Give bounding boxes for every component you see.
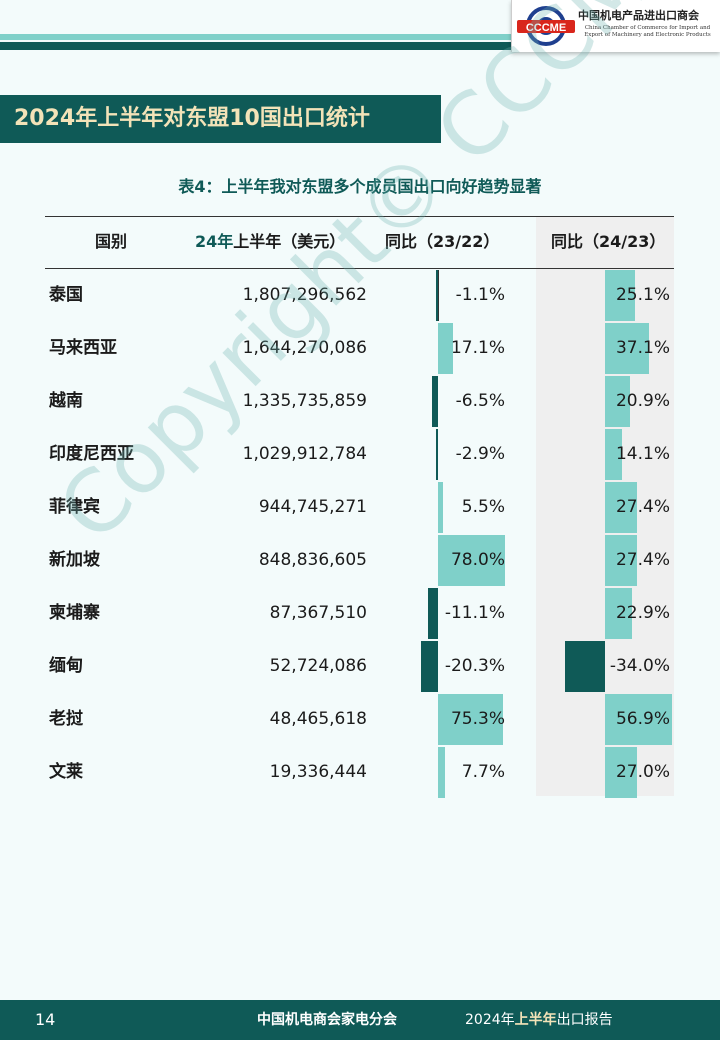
yoy-24-23-cell: 56.9% xyxy=(615,709,670,729)
footer-report-period: 上半年 xyxy=(514,1012,557,1028)
table-row: 柬埔寨 87,367,510 -11.1% 22.9% xyxy=(45,587,674,640)
table-row: 越南 1,335,735,859 -6.5% 20.9% xyxy=(45,375,674,428)
yoy-23-22-cell: -20.3% xyxy=(444,656,505,676)
table-row: 印度尼西亚 1,029,912,784 -2.9% 14.1% xyxy=(45,428,674,481)
yoy-24-23-cell: 37.1% xyxy=(615,338,670,358)
yoy-23-22-cell: 17.1% xyxy=(450,338,505,358)
yoy-24-23-bar xyxy=(605,535,638,586)
yoy-24-23-bar xyxy=(605,747,637,798)
table-row: 新加坡 848,836,605 78.0% 27.4% xyxy=(45,534,674,587)
yoy-24-23-cell: -34.0% xyxy=(609,656,670,676)
table-row: 泰国 1,807,296,562 -1.1% 25.1% xyxy=(45,269,674,322)
country-cell: 印度尼西亚 xyxy=(49,444,134,464)
yoy-23-22-bar xyxy=(438,535,505,586)
yoy-23-22-bar xyxy=(438,747,445,798)
yoy-24-23-cell: 14.1% xyxy=(615,444,670,464)
table-row: 马来西亚 1,644,270,086 17.1% 37.1% xyxy=(45,322,674,375)
header-value-year: 24年 xyxy=(195,232,234,251)
country-cell: 文莱 xyxy=(49,762,83,782)
export-value-cell: 944,745,271 xyxy=(258,497,367,517)
country-cell: 菲律宾 xyxy=(49,497,100,517)
yoy-23-22-bar xyxy=(420,641,438,692)
yoy-23-22-cell: -1.1% xyxy=(455,285,505,305)
yoy-23-22-bar xyxy=(438,323,453,374)
yoy-24-23-cell: 20.9% xyxy=(615,391,670,411)
export-value-cell: 848,836,605 xyxy=(258,550,367,570)
yoy-23-22-bar xyxy=(438,482,443,533)
export-table: 国别 24年上半年（美元） 同比（23/22） 同比（24/23） 泰国 1,80… xyxy=(45,216,674,799)
export-value-cell: 52,724,086 xyxy=(269,656,367,676)
footer: 14 中国机电商会家电分会 2024年上半年出口报告 xyxy=(0,1000,720,1040)
section-title: 2024年上半年对东盟10国出口统计 xyxy=(0,95,441,143)
yoy-24-23-bar xyxy=(605,588,632,639)
yoy-24-23-bar xyxy=(564,641,605,692)
header-value-label: 上半年（美元） xyxy=(233,232,346,251)
yoy-24-23-bar xyxy=(605,694,672,745)
header-value: 24年上半年（美元） xyxy=(195,216,345,268)
export-value-cell: 48,465,618 xyxy=(269,709,367,729)
footer-report-year: 2024年 xyxy=(465,1012,515,1028)
yoy-24-23-cell: 27.0% xyxy=(615,762,670,782)
country-cell: 越南 xyxy=(49,391,83,411)
country-cell: 柬埔寨 xyxy=(49,603,100,623)
export-value-cell: 87,367,510 xyxy=(269,603,367,623)
yoy-23-22-cell: -6.5% xyxy=(455,391,505,411)
export-value-cell: 1,807,296,562 xyxy=(242,285,367,305)
yoy-23-22-bar xyxy=(438,694,503,745)
yoy-23-22-cell: 7.7% xyxy=(461,762,505,782)
yoy-24-23-bar xyxy=(605,429,622,480)
table-row: 缅甸 52,724,086 -20.3% -34.0% xyxy=(45,640,674,693)
header-band-dark xyxy=(0,42,512,50)
yoy-23-22-zero-axis xyxy=(438,270,439,321)
header-yoy-23-22: 同比（23/22） xyxy=(385,232,500,251)
yoy-24-23-cell: 22.9% xyxy=(615,603,670,623)
export-value-cell: 19,336,444 xyxy=(269,762,367,782)
header-yoy-24-23: 同比（24/23） xyxy=(551,232,666,251)
table-caption: 表4：上半年我对东盟多个成员国出口向好趋势显著 xyxy=(178,177,542,196)
yoy-24-23-bar xyxy=(605,376,630,427)
yoy-24-23-bar xyxy=(605,270,635,321)
footer-report-title: 2024年上半年出口报告 xyxy=(465,1000,613,1040)
header-band-light xyxy=(0,34,512,40)
footer-report-rest: 出口报告 xyxy=(556,1012,613,1028)
yoy-23-22-bar xyxy=(428,588,438,639)
table-top-rule xyxy=(45,216,674,217)
table-header-rule xyxy=(45,268,674,269)
yoy-23-22-cell: 5.5% xyxy=(461,497,505,517)
yoy-24-23-cell: 27.4% xyxy=(615,497,670,517)
yoy-24-23-bar xyxy=(605,482,638,533)
footer-org: 中国机电商会家电分会 xyxy=(257,1012,397,1028)
country-cell: 缅甸 xyxy=(49,656,83,676)
export-value-cell: 1,335,735,859 xyxy=(242,391,367,411)
yoy-23-22-bar xyxy=(436,270,438,321)
export-value-cell: 1,029,912,784 xyxy=(242,444,367,464)
yoy-23-22-cell: -2.9% xyxy=(455,444,505,464)
yoy-23-22-bar xyxy=(435,429,438,480)
country-cell: 新加坡 xyxy=(49,550,100,570)
logo-name-en: China Chamber of Commerce for Import and… xyxy=(584,25,711,38)
yoy-24-23-bar xyxy=(605,323,649,374)
table-row: 文莱 19,336,444 7.7% 27.0% xyxy=(45,746,674,799)
yoy-24-23-cell: 25.1% xyxy=(615,285,670,305)
yoy-23-22-bar xyxy=(432,376,438,427)
table-row: 菲律宾 944,745,271 5.5% 27.4% xyxy=(45,481,674,534)
country-cell: 泰国 xyxy=(49,285,83,305)
export-value-cell: 1,644,270,086 xyxy=(242,338,367,358)
yoy-23-22-cell: 75.3% xyxy=(450,709,505,729)
cccme-logo-icon: CCCME xyxy=(517,6,575,46)
yoy-23-22-cell: 78.0% xyxy=(450,550,505,570)
table-row: 老挝 48,465,618 75.3% 56.9% xyxy=(45,693,674,746)
page-number: 14 xyxy=(35,1010,56,1029)
logo-name-cn: 中国机电产品进出口商会 xyxy=(578,9,699,22)
cccme-logo: CCCME 中国机电产品进出口商会 China Chamber of Comme… xyxy=(511,0,720,52)
country-cell: 老挝 xyxy=(49,709,83,729)
logo-mark-text: CCCME xyxy=(526,22,566,34)
yoy-23-22-cell: -11.1% xyxy=(444,603,505,623)
country-cell: 马来西亚 xyxy=(49,338,117,358)
header-country: 国别 xyxy=(95,232,128,251)
yoy-24-23-cell: 27.4% xyxy=(615,550,670,570)
